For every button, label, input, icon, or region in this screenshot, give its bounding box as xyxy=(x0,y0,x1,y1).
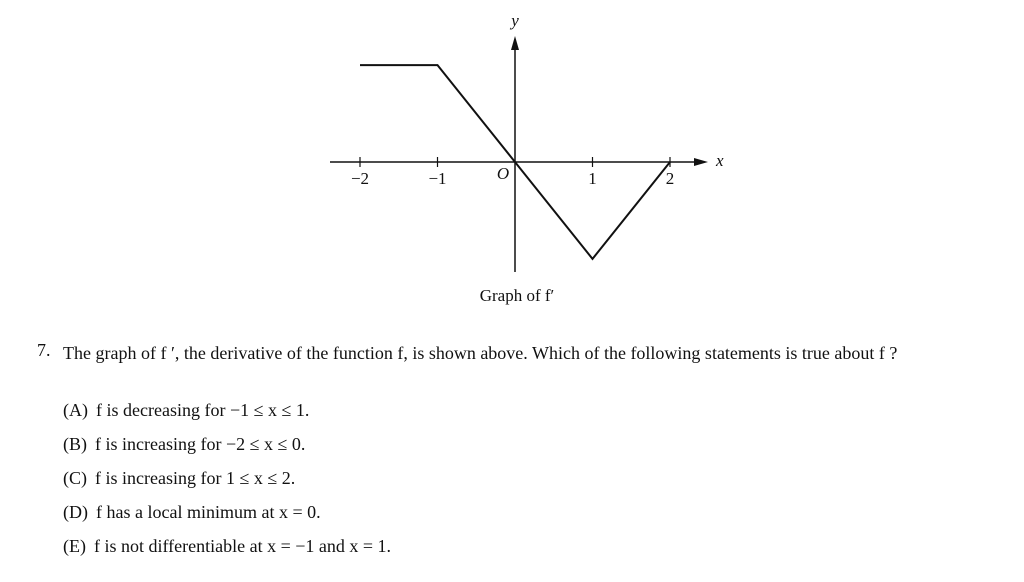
option-text: f has a local minimum at x = 0. xyxy=(96,502,321,522)
origin-label: O xyxy=(497,164,509,183)
x-tick-label: 1 xyxy=(588,169,597,188)
option: (C) f is increasing for 1 ≤ x ≤ 2. xyxy=(63,468,295,489)
graph: x y O Graph of f′ −2 −1 1 2 xyxy=(330,11,724,305)
option-label: (B) xyxy=(63,434,87,454)
question-text: The graph of f ′, the derivative of the … xyxy=(63,343,898,363)
option: (D) f has a local minimum at x = 0. xyxy=(63,502,321,523)
graph-line xyxy=(360,64,671,261)
x-tick-label: −2 xyxy=(351,169,369,188)
option-label: (C) xyxy=(63,468,87,488)
option: (E) f is not differentiable at x = −1 and… xyxy=(63,536,391,557)
option-text: f is increasing for −2 ≤ x ≤ 0. xyxy=(95,434,306,454)
option-label: (E) xyxy=(63,536,86,556)
option-text: f is not differentiable at x = −1 and x … xyxy=(93,536,392,556)
option-text: f is decreasing for −1 ≤ x ≤ 1. xyxy=(96,400,310,420)
question-number: 7. xyxy=(37,340,51,360)
option-label: (D) xyxy=(63,502,88,522)
x-tick-label: 2 xyxy=(666,169,675,188)
caption: Graph of f′ xyxy=(480,286,555,305)
x-label: x xyxy=(715,151,724,170)
y-label: y xyxy=(509,11,519,30)
x-arrow xyxy=(694,158,708,166)
option: (A) f is decreasing for −1 ≤ x ≤ 1. xyxy=(63,400,309,421)
option-text: f is increasing for 1 ≤ x ≤ 2. xyxy=(95,468,296,488)
option: (B) f is increasing for −2 ≤ x ≤ 0. xyxy=(63,434,305,455)
x-tick-label: −1 xyxy=(428,169,446,188)
y-arrow xyxy=(511,36,519,50)
option-label: (A) xyxy=(63,400,88,420)
